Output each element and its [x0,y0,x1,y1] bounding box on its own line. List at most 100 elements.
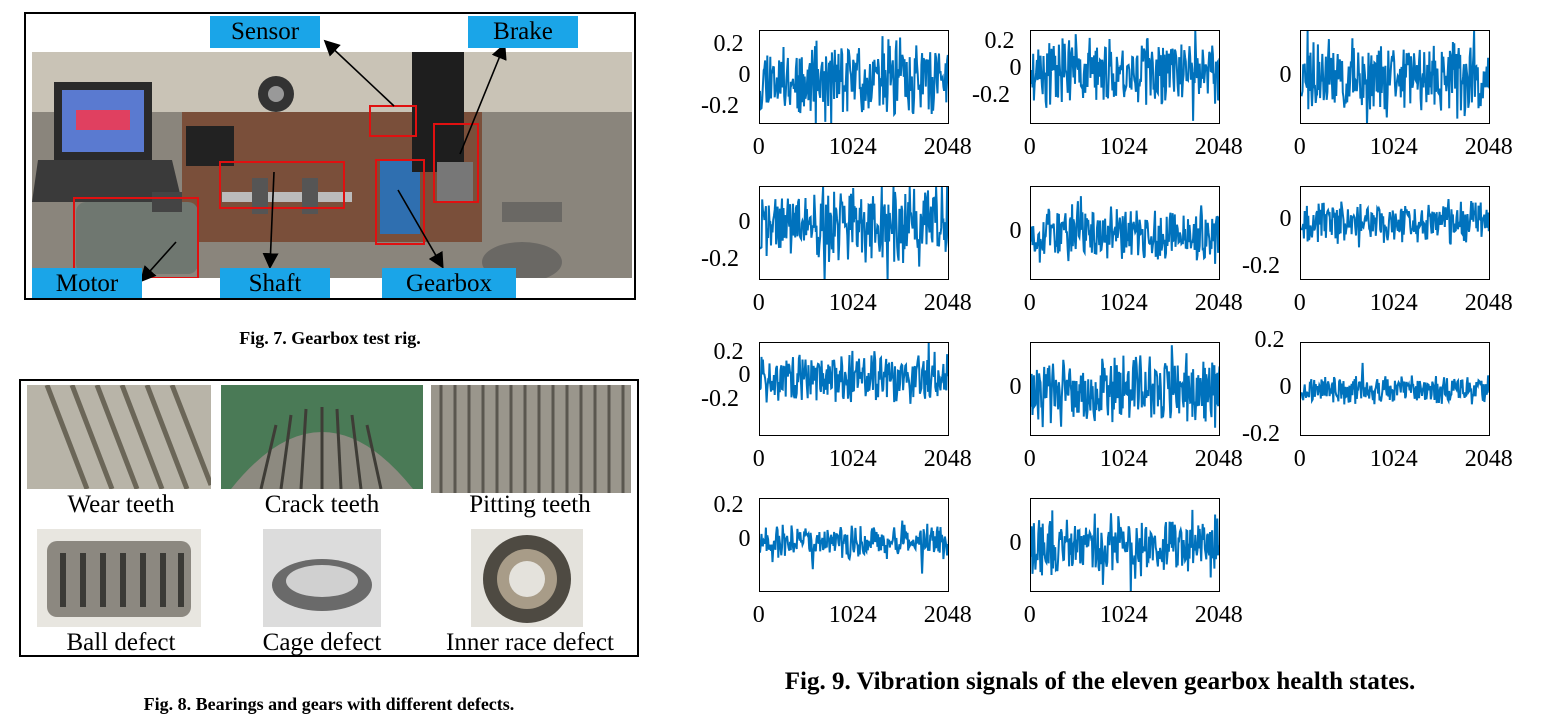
ball-defect-label: Ball defect [66,629,176,656]
signal-plot [1030,342,1220,436]
cage-defect-label: Cage defect [262,629,382,656]
defects-figure: Wear teeth Crack teeth Pitting teeth Bal… [19,379,639,657]
y-tick-label: 0 [738,62,751,88]
signal-plot [1300,342,1490,436]
x-tick-label: 2048 [1464,134,1513,160]
x-tick-label: 0 [1023,446,1036,472]
crack-teeth-label: Crack teeth [264,491,380,518]
sensor-label: Sensor [210,16,320,48]
x-tick-label: 1024 [1099,134,1148,160]
signal-line [1031,345,1219,428]
signal-line [1031,31,1219,121]
y-tick-label: -0.2 [701,246,739,273]
x-tick-label: 1024 [1369,446,1418,472]
signal-line [1031,196,1219,264]
x-tick-label: 1024 [1099,602,1148,628]
y-tick-label: -0.2 [701,93,739,120]
x-tick-label: 0 [752,290,765,316]
signal-svg [1301,199,1489,248]
fig8-caption: Fig. 8. Bearings and gears with differen… [143,694,515,714]
wear-teeth-label: Wear teeth [67,491,175,518]
y-tick-label: -0.2 [701,385,739,412]
callout-arrows [139,39,507,283]
shaft-label: Shaft [220,268,330,298]
signal-plot [1030,186,1220,280]
fig7-caption: Fig. 7. Gearbox test rig. [239,328,421,348]
test-rig-figure: Sensor Brake Motor Shaft Gearbox [24,12,636,300]
signal-plot [1300,186,1490,280]
signal-line [760,187,948,279]
crack-teeth-photo [221,385,423,489]
x-tick-label: 1024 [1369,290,1418,316]
x-tick-label: 0 [752,446,765,472]
x-tick-label: 0 [752,602,765,628]
ball-defect-photo [37,529,201,627]
y-tick-label: 0 [738,362,751,389]
x-tick-label: 2048 [1194,602,1243,628]
y-tick-label: 0.2 [713,491,744,518]
signal-line [1301,199,1489,248]
y-tick-label: 0 [1009,218,1022,244]
y-tick-label: 0 [1279,62,1292,88]
y-tick-label: 0.2 [713,30,744,57]
signal-plot [1030,30,1220,124]
y-tick-label: 0 [738,208,751,235]
y-tick-label: 0 [738,525,751,552]
y-tick-label: 0 [1279,374,1292,400]
fig9-caption: Fig. 9. Vibration signals of the eleven … [784,668,1416,695]
signal-svg [1301,31,1489,123]
x-tick-label: 2048 [1194,446,1243,472]
x-tick-label: 1024 [828,602,877,628]
signal-plot [759,342,949,436]
signal-plot [759,30,949,124]
cage-defect-photo [263,529,381,627]
y-tick-label: 0 [1009,55,1022,82]
inner-race-defect-label: Inner race defect [446,629,614,656]
inner-race-defect-photo [471,529,583,627]
x-tick-label: 1024 [828,290,877,316]
signal-line [760,343,948,404]
x-tick-label: 2048 [923,290,972,316]
x-tick-label: 2048 [923,134,972,160]
x-tick-label: 0 [752,134,765,160]
y-tick-label: 0.2 [984,28,1015,55]
x-tick-label: 2048 [1464,446,1513,472]
pitting-teeth-photo [431,385,631,493]
pitting-teeth-label: Pitting teeth [469,491,591,518]
signal-line [760,36,948,123]
signal-svg [1031,509,1219,591]
signal-svg [760,520,948,574]
x-tick-label: 0 [1023,134,1036,160]
signal-line [760,520,948,574]
brake-label: Brake [468,16,578,48]
signal-svg [760,187,948,279]
y-tick-label: 0.2 [1254,327,1285,353]
x-tick-label: 0 [1293,446,1306,472]
signal-plot [1300,30,1490,124]
x-tick-label: 1024 [1369,134,1418,160]
y-tick-label: 0 [1009,530,1022,556]
x-tick-label: 1024 [828,134,877,160]
y-tick-label: -0.2 [972,82,1010,109]
signal-svg [1301,362,1489,405]
signal-line [1031,509,1219,591]
signal-plot [759,498,949,592]
signal-svg [1031,345,1219,428]
x-tick-label: 0 [1293,134,1306,160]
x-tick-label: 0 [1023,290,1036,316]
x-tick-label: 2048 [1194,290,1243,316]
x-tick-label: 2048 [923,446,972,472]
signal-svg [760,36,948,123]
gearbox-label: Gearbox [382,268,516,298]
x-tick-label: 1024 [1099,290,1148,316]
x-tick-label: 2048 [1464,290,1513,316]
signal-svg [1031,31,1219,121]
signal-plot [1030,498,1220,592]
x-tick-label: 0 [1023,602,1036,628]
y-tick-label: 0 [1279,206,1292,233]
test-rig-photo [32,52,632,278]
x-tick-label: 2048 [923,602,972,628]
motor-label: Motor [32,268,142,298]
x-tick-label: 0 [1293,290,1306,316]
signal-svg [760,343,948,404]
